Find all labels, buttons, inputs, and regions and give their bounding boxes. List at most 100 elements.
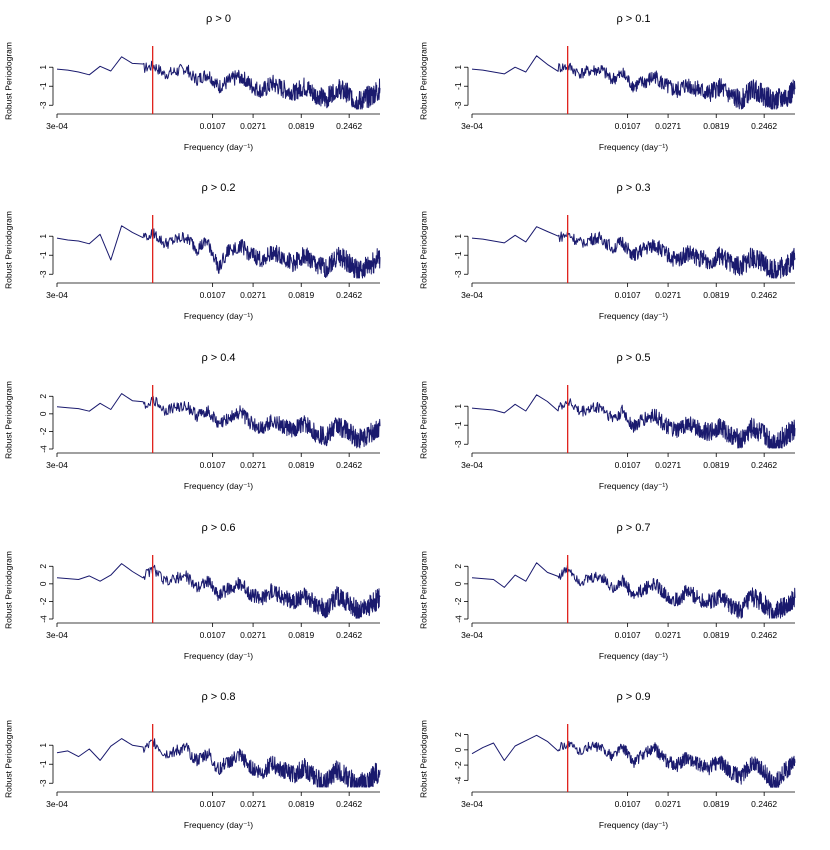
x-tick-label: 0.0819 xyxy=(703,630,729,640)
x-tick-label: 0.0271 xyxy=(240,121,266,131)
x-tick-label: 0.0819 xyxy=(703,290,729,300)
y-axis-label: Robust Periodogram xyxy=(418,551,428,629)
y-tick-label: -2 xyxy=(453,597,463,605)
x-tick-label: 0.0271 xyxy=(655,799,681,809)
x-tick-label: 3e-04 xyxy=(46,121,68,131)
x-tick-label: 0.0107 xyxy=(615,290,641,300)
panel-title: ρ > 0 xyxy=(206,13,231,25)
x-tick-label: 0.0271 xyxy=(655,630,681,640)
x-tick-label: 0.0271 xyxy=(240,460,266,470)
panel-3: ρ > 0.3 1 -1 -3 Robust Periodogram 3e-04 0.010… xyxy=(418,182,796,321)
panel-0: ρ > 0 1 -1 -3 Robust Periodogram 3e-04 0.0107 0… xyxy=(3,13,381,152)
y-tick-label: 2 xyxy=(38,564,48,569)
x-tick-label: 0.0107 xyxy=(615,799,641,809)
x-tick-label: 0.2462 xyxy=(336,290,362,300)
x-tick-label: 3e-04 xyxy=(46,290,68,300)
x-axis-label: Frequency (day⁻¹) xyxy=(184,142,253,152)
periodogram-line xyxy=(471,226,796,279)
x-tick-label: 3e-04 xyxy=(461,799,483,809)
periodogram-line xyxy=(56,738,381,788)
x-tick-label: 0.0271 xyxy=(655,290,681,300)
y-tick-label: -3 xyxy=(38,779,48,787)
x-tick-label: 0.0107 xyxy=(615,121,641,131)
x-tick-label: 0.0819 xyxy=(288,630,314,640)
x-tick-label: 0.0271 xyxy=(240,799,266,809)
y-tick-label: -2 xyxy=(38,597,48,605)
y-tick-label: -3 xyxy=(453,270,463,278)
y-tick-label: -1 xyxy=(38,82,48,90)
y-tick-label: 2 xyxy=(38,394,48,399)
x-axis-label: Frequency (day⁻¹) xyxy=(599,142,668,152)
panel-title: ρ > 0.9 xyxy=(616,691,650,703)
panel-title: ρ > 0.6 xyxy=(201,522,235,534)
x-tick-label: 0.2462 xyxy=(751,460,777,470)
x-tick-label: 0.2462 xyxy=(336,460,362,470)
y-axis-label: Robust Periodogram xyxy=(418,381,428,459)
y-tick-label: 1 xyxy=(453,234,463,239)
panel-title: ρ > 0.4 xyxy=(201,352,235,364)
x-tick-label: 3e-04 xyxy=(46,460,68,470)
panel-5: ρ > 0.5 1 -1 -3 Robust Periodogram 3e-04 0.010… xyxy=(418,352,796,491)
panel-6: ρ > 0.6 2 0 -2 -4 Robust Periodogram 3e-04 0.01… xyxy=(3,522,381,661)
x-tick-label: 0.0107 xyxy=(200,630,226,640)
x-tick-label: 0.2462 xyxy=(336,121,362,131)
x-tick-label: 0.2462 xyxy=(751,290,777,300)
x-tick-label: 0.0271 xyxy=(240,630,266,640)
x-axis-label: Frequency (day⁻¹) xyxy=(599,481,668,491)
y-tick-label: -3 xyxy=(453,440,463,448)
x-tick-label: 0.0819 xyxy=(703,460,729,470)
y-axis-label: Robust Periodogram xyxy=(418,720,428,798)
x-tick-label: 0.0107 xyxy=(200,121,226,131)
x-tick-label: 0.2462 xyxy=(751,799,777,809)
y-tick-label: -1 xyxy=(38,251,48,259)
y-tick-label: 0 xyxy=(453,747,463,752)
x-axis-label: Frequency (day⁻¹) xyxy=(599,651,668,661)
y-tick-label: -4 xyxy=(453,776,463,784)
periodogram-line xyxy=(56,393,381,449)
x-axis-label: Frequency (day⁻¹) xyxy=(184,481,253,491)
y-tick-label: -1 xyxy=(453,251,463,259)
x-tick-label: 0.0107 xyxy=(200,290,226,300)
x-tick-label: 0.2462 xyxy=(336,799,362,809)
x-tick-label: 0.0819 xyxy=(288,799,314,809)
panel-title: ρ > 0.3 xyxy=(616,182,650,194)
panel-9: ρ > 0.9 2 0 -2 -4 Robust Periodogram 3e-04 0.01… xyxy=(418,691,796,830)
y-axis-label: Robust Periodogram xyxy=(3,551,13,629)
x-tick-label: 0.0107 xyxy=(615,460,641,470)
x-tick-label: 0.2462 xyxy=(751,121,777,131)
y-axis-label: Robust Periodogram xyxy=(3,381,13,459)
x-tick-label: 0.2462 xyxy=(336,630,362,640)
x-tick-label: 0.0107 xyxy=(615,630,641,640)
x-tick-label: 3e-04 xyxy=(461,290,483,300)
x-tick-label: 0.0271 xyxy=(655,121,681,131)
x-tick-label: 0.0819 xyxy=(288,460,314,470)
y-tick-label: -4 xyxy=(453,615,463,623)
x-tick-label: 3e-04 xyxy=(461,630,483,640)
y-tick-label: -2 xyxy=(38,427,48,435)
x-axis-label: Frequency (day⁻¹) xyxy=(184,820,253,830)
y-tick-label: 2 xyxy=(453,732,463,737)
y-tick-label: -1 xyxy=(453,82,463,90)
x-axis-label: Frequency (day⁻¹) xyxy=(599,820,668,830)
x-tick-label: 0.0107 xyxy=(200,460,226,470)
x-tick-label: 0.0819 xyxy=(703,121,729,131)
periodogram-line xyxy=(471,55,796,110)
periodogram-line xyxy=(471,734,796,788)
y-tick-label: 1 xyxy=(38,743,48,748)
periodogram-line xyxy=(471,562,796,619)
y-tick-label: -1 xyxy=(453,421,463,429)
y-axis-label: Robust Periodogram xyxy=(3,720,13,798)
y-tick-label: 0 xyxy=(38,581,48,586)
panel-title: ρ > 0.7 xyxy=(616,522,650,534)
y-tick-label: -3 xyxy=(38,101,48,109)
panel-2: ρ > 0.2 1 -1 -3 Robust Periodogram 3e-04 0.010… xyxy=(3,182,381,321)
periodogram-line xyxy=(56,225,381,279)
y-tick-label: -4 xyxy=(38,445,48,453)
y-axis-label: Robust Periodogram xyxy=(3,211,13,289)
x-tick-label: 3e-04 xyxy=(461,121,483,131)
x-tick-label: 3e-04 xyxy=(46,799,68,809)
x-tick-label: 0.0271 xyxy=(240,290,266,300)
panel-title: ρ > 0.8 xyxy=(201,691,235,703)
y-axis-label: Robust Periodogram xyxy=(418,42,428,120)
